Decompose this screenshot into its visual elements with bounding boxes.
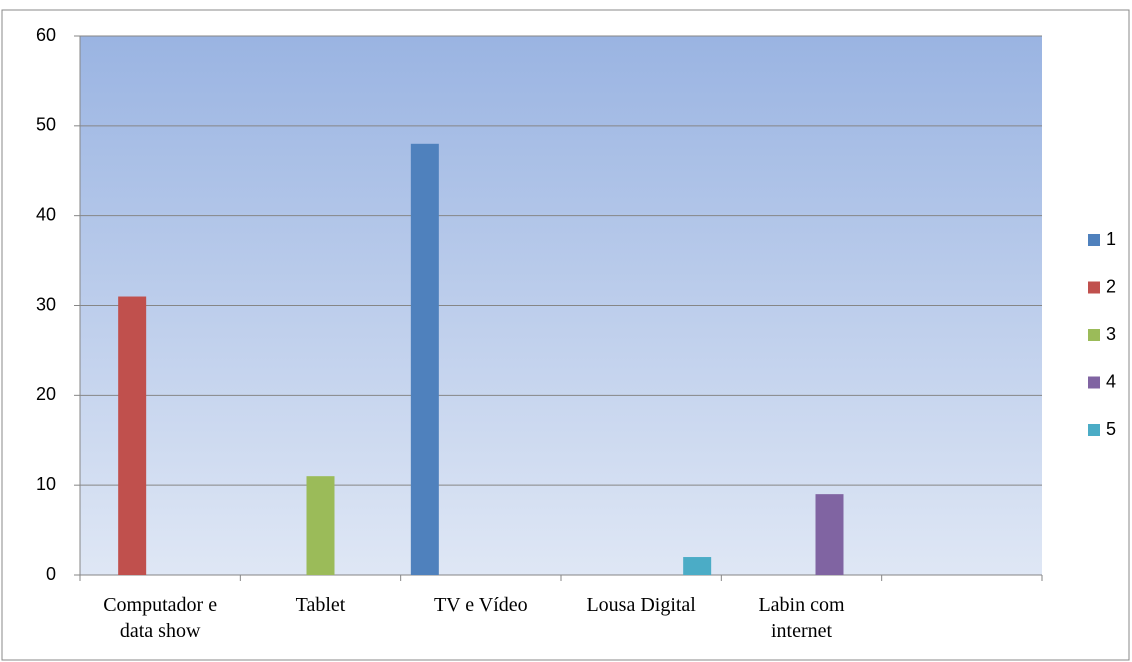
bar [683,557,712,575]
legend-swatch [1088,281,1100,294]
x-tick-label: Labin com internet [758,594,845,642]
chart-border [1,9,1130,661]
legend-swatch [1088,424,1100,436]
legend-label: 4 [1106,371,1116,391]
legend-label: 5 [1106,419,1116,439]
x-tick-label: Lousa Digital [586,594,696,616]
legend-swatch [1088,329,1100,341]
x-tick-label: Computador e data show [103,594,218,642]
y-tick-label: 40 [36,204,56,224]
y-tick-label: 0 [46,564,56,584]
x-tick-label: TV e Vídeo [433,594,528,616]
legend-label: 2 [1106,276,1116,296]
y-tick-label: 10 [36,474,56,494]
x-tick-label: Tablet [295,594,346,616]
bar [118,296,147,575]
bar [306,476,335,575]
y-tick-label: 60 [36,25,56,45]
y-tick-label: 50 [36,115,56,135]
legend-label: 3 [1106,324,1116,344]
bar [815,494,844,575]
y-tick-label: 20 [36,384,56,404]
legend-swatch [1088,234,1100,246]
y-tick-label: 30 [36,294,56,314]
bar [410,143,439,576]
legend-label: 1 [1106,229,1116,249]
legend-swatch [1088,376,1100,389]
